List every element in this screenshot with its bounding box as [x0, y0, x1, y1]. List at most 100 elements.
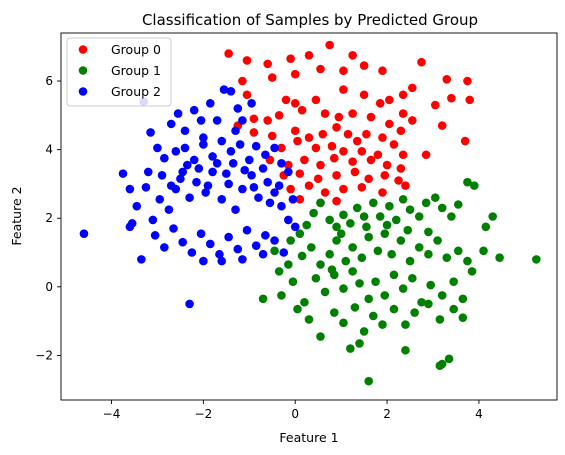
scatter-point: [284, 167, 293, 177]
scatter-point: [442, 253, 452, 262]
scatter-point: [408, 116, 417, 125]
scatter-point: [332, 171, 341, 180]
scatter-point: [318, 129, 328, 139]
scatter-point: [183, 160, 192, 170]
scatter-point: [249, 128, 259, 137]
scatter-point: [389, 140, 399, 149]
y-tick-label: 2: [45, 211, 53, 225]
scatter-point: [339, 147, 348, 156]
scatter-point: [180, 126, 190, 136]
scatter-point: [316, 64, 325, 74]
scatter-point: [437, 291, 447, 300]
scatter-point: [217, 195, 227, 204]
scatter-point: [458, 313, 468, 322]
scatter-point: [125, 222, 135, 232]
scatter-point: [311, 143, 321, 153]
scatter-point: [329, 308, 339, 317]
scatter-point: [270, 188, 279, 197]
scatter-point: [332, 196, 341, 206]
scatter-point: [199, 256, 208, 266]
scatter-point: [270, 246, 279, 256]
scatter-point: [267, 73, 277, 82]
scatter-point: [160, 243, 169, 252]
scatter-point: [320, 109, 330, 118]
scatter-point: [359, 61, 369, 70]
scatter-point: [247, 171, 256, 180]
scatter-point: [426, 280, 436, 290]
scatter-point: [146, 128, 155, 137]
scatter-point: [178, 237, 187, 247]
series-group-1: [258, 177, 541, 386]
points-layer: [79, 40, 541, 386]
scatter-point: [242, 90, 252, 100]
scatter-point: [304, 133, 314, 142]
scatter-point: [442, 75, 452, 84]
scatter-point: [364, 174, 374, 184]
scatter-point: [453, 246, 463, 256]
scatter-point: [408, 273, 417, 283]
scatter-point: [270, 236, 279, 245]
scatter-point: [166, 119, 176, 129]
scatter-point: [435, 315, 445, 324]
scatter-point: [394, 176, 403, 185]
scatter-point: [215, 249, 224, 259]
scatter-point: [295, 195, 305, 204]
scatter-point: [325, 40, 334, 50]
scatter-point: [224, 49, 233, 58]
scatter-point: [160, 153, 169, 163]
scatter-point: [157, 171, 167, 180]
y-tick-label: −2: [35, 348, 53, 362]
scatter-point: [274, 111, 284, 120]
scatter-point: [293, 136, 302, 146]
scatter-point: [288, 195, 298, 204]
scatter-point: [401, 345, 410, 355]
scatter-point: [196, 229, 206, 238]
scatter-point: [431, 193, 440, 202]
scatter-point: [325, 249, 334, 259]
scatter-point: [261, 231, 270, 240]
scatter-point: [189, 105, 199, 115]
scatter-point: [164, 205, 174, 214]
y-axis: −2 0 2 4 6: [35, 74, 61, 362]
scatter-point: [470, 181, 479, 190]
scatter-point: [199, 140, 208, 149]
legend-label: Group 2: [111, 84, 161, 99]
scatter-point: [398, 109, 408, 118]
scatter-point: [398, 150, 408, 160]
scatter-point: [467, 267, 477, 276]
scatter-point: [387, 249, 396, 259]
y-axis-label: Feature 2: [9, 186, 24, 245]
scatter-point: [238, 255, 247, 264]
scatter-point: [293, 304, 302, 314]
scatter-point: [339, 184, 348, 194]
scatter-point: [339, 284, 348, 293]
scatter-point: [327, 141, 337, 151]
scatter-point: [258, 164, 268, 173]
scatter-point: [414, 243, 424, 252]
scatter-point: [382, 160, 392, 170]
scatter-point: [270, 143, 279, 153]
scatter-point: [224, 179, 233, 189]
scatter-point: [226, 87, 236, 96]
scatter-point: [341, 256, 351, 266]
scatter-point: [233, 244, 243, 254]
scatter-point: [357, 253, 367, 262]
scatter-point: [137, 255, 146, 264]
scatter-point: [463, 76, 472, 86]
scatter-point: [169, 224, 178, 233]
scatter-point: [346, 219, 355, 228]
scatter-point: [277, 143, 286, 153]
scatter-point: [398, 284, 408, 293]
scatter-point: [396, 236, 406, 245]
scatter-point: [150, 231, 160, 240]
scatter-point: [479, 246, 488, 256]
scatter-point: [192, 177, 201, 187]
scatter-point: [339, 85, 348, 94]
scatter-point: [118, 169, 128, 178]
x-axis: −4 −2 0 2 4: [103, 400, 483, 421]
scatter-point: [444, 354, 454, 364]
scatter-point: [304, 315, 314, 324]
scatter-point: [350, 167, 360, 177]
scatter-point: [311, 95, 321, 105]
